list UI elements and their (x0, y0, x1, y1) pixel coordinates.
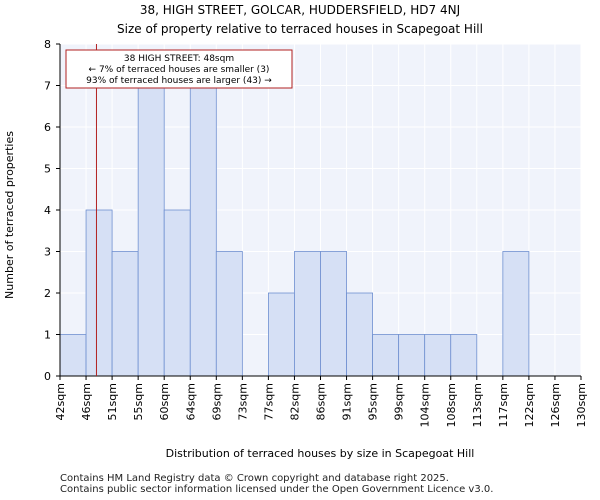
x-tick-label: 126sqm (549, 383, 562, 427)
x-tick-label: 60sqm (158, 383, 171, 420)
histogram-bar (398, 334, 426, 377)
annotation-box (65, 49, 293, 89)
histogram-bar (137, 85, 165, 377)
x-tick-label: 51sqm (106, 383, 119, 420)
x-tick-label: 82sqm (288, 383, 301, 420)
y-axis-label: Number of terraced properties (3, 131, 16, 299)
histogram-bar (372, 334, 400, 377)
y-tick-label: 1 (44, 329, 51, 342)
footer-licence: Contains public sector information licen… (60, 484, 494, 495)
histogram-bar (163, 209, 191, 377)
plot-area: 0 1 2 3 4 5 6 7 8 42sqm 46sqm 51sqm 55sqm 60sqm 64sqm 6… (44, 38, 588, 427)
y-tick-label: 5 (44, 163, 51, 176)
histogram-bar (59, 334, 87, 377)
histogram-bar (320, 251, 347, 377)
histogram-bar (189, 85, 217, 377)
x-tick-label: 117sqm (497, 383, 510, 427)
y-tick-label: 8 (44, 38, 51, 51)
histogram-bar (502, 251, 530, 377)
annotation-title: 38 HIGH STREET: 48sqm (124, 54, 234, 64)
histogram-bar (346, 292, 373, 377)
footer-copyright: Contains HM Land Registry data © Crown c… (60, 473, 449, 484)
histogram-bar (424, 334, 452, 377)
x-tick-label: 55sqm (132, 383, 145, 420)
x-tick-label: 130sqm (575, 383, 588, 427)
x-tick-label: 95sqm (367, 383, 380, 420)
histogram-bar (450, 334, 478, 377)
histogram-bar (294, 251, 321, 377)
y-tick-label: 2 (44, 287, 51, 300)
size-distribution-chart: 38, HIGH STREET, GOLCAR, HUDDERSFIELD, H… (3, 3, 588, 460)
histogram-bar (111, 251, 139, 377)
x-tick-label: 99sqm (393, 383, 406, 420)
x-tick-label: 69sqm (210, 383, 223, 420)
x-tick-label: 91sqm (341, 383, 354, 420)
histogram-bar (267, 292, 295, 377)
x-tick-label: 42sqm (54, 383, 67, 420)
x-tick-label: 46sqm (80, 383, 93, 420)
histogram-bar (215, 251, 243, 377)
x-tick-label: 113sqm (471, 383, 484, 427)
x-tick-label: 73sqm (236, 383, 249, 420)
y-tick-label: 0 (44, 370, 51, 383)
chart-subtitle: Size of property relative to terraced ho… (117, 22, 483, 36)
x-tick-label: 64sqm (184, 383, 197, 420)
x-tick-label: 108sqm (445, 383, 458, 427)
annotation-larger: 93% of terraced houses are larger (43) → (86, 76, 272, 86)
histogram-bar (85, 209, 113, 377)
x-tick-label: 122sqm (523, 383, 536, 427)
y-tick-label: 4 (44, 204, 51, 217)
annotation-smaller: ← 7% of terraced houses are smaller (3) (89, 65, 270, 75)
x-tick-label: 104sqm (419, 383, 432, 427)
chart-title: 38, HIGH STREET, GOLCAR, HUDDERSFIELD, H… (140, 3, 460, 17)
y-tick-label: 6 (44, 121, 51, 134)
y-tick-label: 7 (44, 80, 51, 93)
x-tick-label: 77sqm (262, 383, 275, 420)
y-tick-label: 3 (44, 246, 51, 259)
x-tick-label: 86sqm (315, 383, 328, 420)
x-axis-label: Distribution of terraced houses by size … (166, 447, 475, 460)
